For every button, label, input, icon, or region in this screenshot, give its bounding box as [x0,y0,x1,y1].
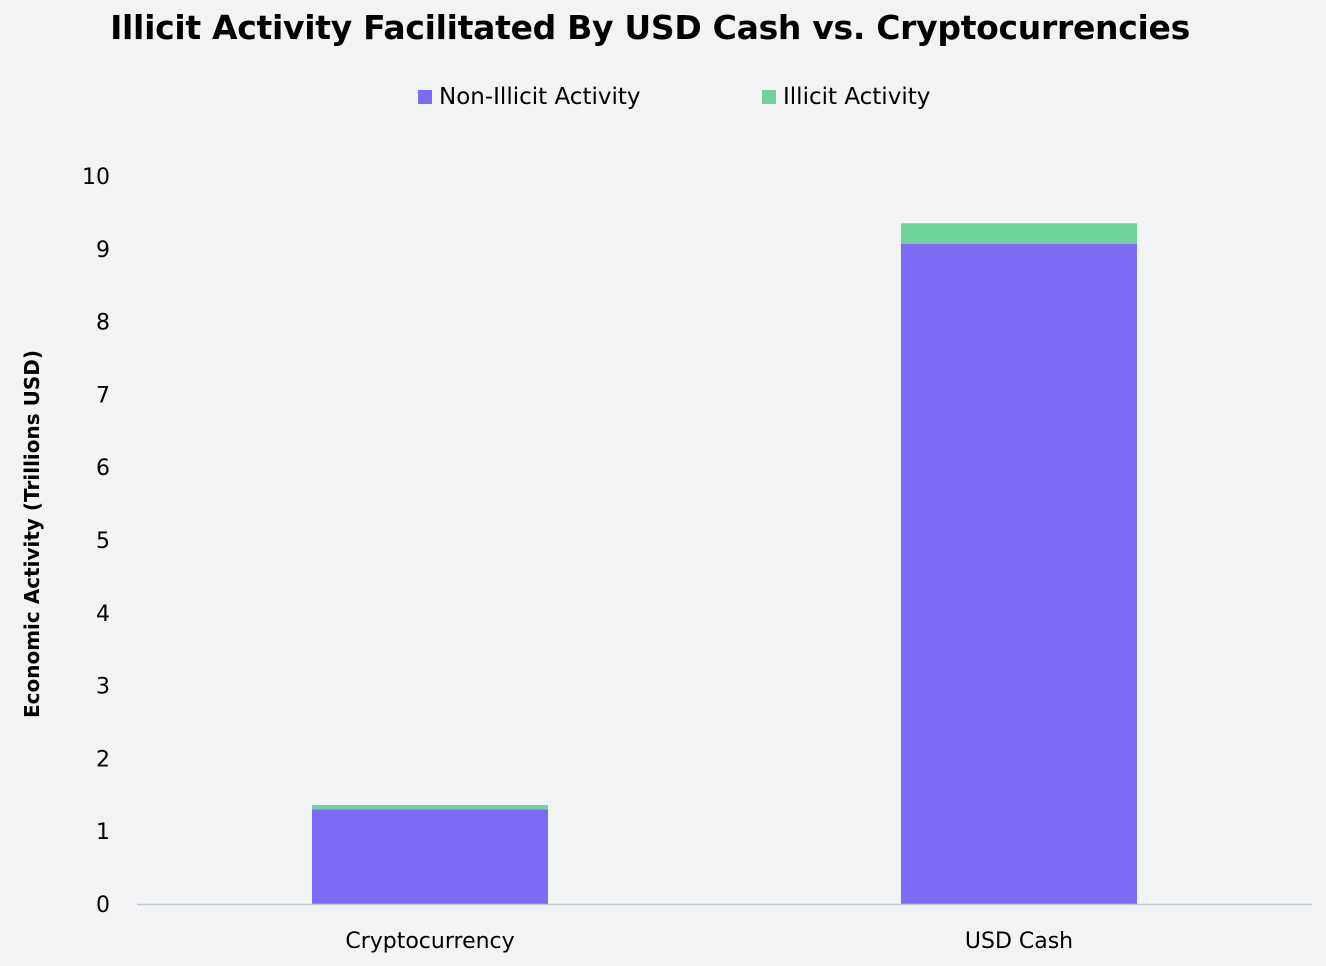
x-category-label: USD Cash [965,929,1073,954]
bar-non-illicit-cryptocurrency [312,809,548,904]
x-category-label: Cryptocurrency [345,929,514,954]
y-tick-label: 6 [96,456,110,481]
legend-swatch-non-illicit [418,90,432,104]
chart-title: Illicit Activity Facilitated By USD Cash… [110,8,1190,47]
bar-illicit-usd-cash [901,223,1137,244]
y-tick-label: 10 [82,165,110,190]
legend: Non-Illicit Activity Illicit Activity [0,84,1326,114]
y-tick-label: 3 [96,675,110,700]
y-tick-label: 1 [96,820,110,845]
y-tick-label: 5 [96,529,110,554]
y-tick-label: 8 [96,311,110,336]
legend-item-illicit: Illicit Activity [762,84,930,110]
legend-label-illicit: Illicit Activity [783,84,931,110]
y-tick-label: 9 [96,238,110,263]
legend-item-non-illicit: Non-Illicit Activity [418,84,641,110]
legend-label-non-illicit: Non-Illicit Activity [439,84,641,110]
legend-swatch-illicit [762,90,776,104]
bar-non-illicit-usd-cash [901,243,1137,905]
y-tick-label: 7 [96,383,110,408]
bar-illicit-cryptocurrency [312,804,548,810]
y-tick-label: 2 [96,747,110,772]
y-tick-label: 4 [96,602,110,627]
y-tick-label: 0 [96,893,110,918]
